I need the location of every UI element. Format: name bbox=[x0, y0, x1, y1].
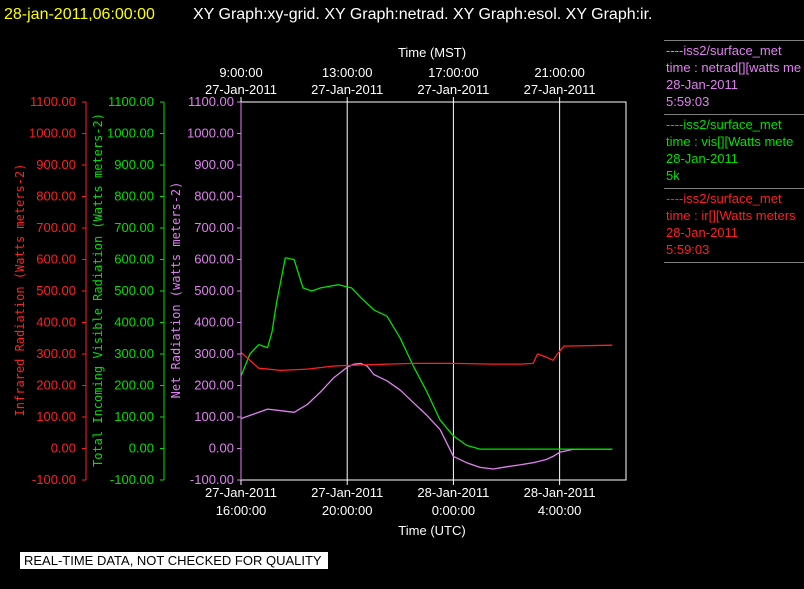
grid-lines bbox=[346, 102, 561, 480]
quality-note: REAL-TIME DATA, NOT CHECKED FOR QUALITY bbox=[20, 552, 328, 569]
y-tick-label-vis: 700.00 bbox=[114, 220, 154, 235]
y-tick-label-vis: 300.00 bbox=[114, 346, 154, 361]
top-tick-label-time: 13:00:00 bbox=[322, 65, 373, 80]
y-tick-label-net: 0.00 bbox=[209, 441, 234, 456]
y-tick-label-vis: 800.00 bbox=[114, 189, 154, 204]
legend-text-net: 28-Jan-2011 bbox=[666, 77, 738, 92]
y-tick-label-vis: -100.00 bbox=[110, 472, 154, 487]
chart-header: 28-jan-2011,06:00:00 XY Graph:xy-grid. X… bbox=[4, 6, 653, 23]
net-axis-label: Net Radiation (watts meters-2) bbox=[169, 182, 183, 399]
y-tick-label-ir: 1000.00 bbox=[29, 126, 76, 141]
top-tick-label-date: 27-Jan-2011 bbox=[311, 82, 383, 97]
top-tick-label-date: 27-Jan-2011 bbox=[417, 82, 489, 97]
x-tick-label-time: 4:00:00 bbox=[538, 503, 581, 518]
top-axis-label: Time (MST) bbox=[398, 45, 466, 60]
legend-text-ir: ----iss2/surface_met bbox=[666, 191, 782, 206]
x-tick-label-time: 20:00:00 bbox=[322, 503, 373, 518]
timestamp-title: 28-jan-2011,06:00:00 bbox=[4, 6, 155, 23]
series-line-vis bbox=[240, 257, 613, 450]
y-tick-label-ir: 800.00 bbox=[36, 189, 76, 204]
y-tick-label-vis: 500.00 bbox=[114, 283, 154, 298]
y-tick-label-net: 800.00 bbox=[194, 189, 234, 204]
y-tick-label-ir: 300.00 bbox=[36, 346, 76, 361]
y-tick-label-vis: 200.00 bbox=[114, 378, 154, 393]
top-tick-label-time: 17:00:00 bbox=[428, 65, 479, 80]
x-tick-label-date: 27-Jan-2011 bbox=[311, 485, 383, 500]
series-line-ir bbox=[240, 344, 613, 372]
ir-axis-label: Infrared Radiation (Watts meters-2) bbox=[13, 164, 27, 417]
y-tick-label-net: 400.00 bbox=[194, 315, 234, 330]
y-tick-label-net: 600.00 bbox=[194, 252, 234, 267]
y-tick-label-vis: 900.00 bbox=[114, 157, 154, 172]
y-tick-label-ir: 600.00 bbox=[36, 252, 76, 267]
legend-text-vis: ----iss2/surface_met bbox=[666, 117, 782, 132]
y-tick-label-ir: 400.00 bbox=[36, 315, 76, 330]
y-tick-label-net: 100.00 bbox=[194, 409, 234, 424]
y-tick-label-ir: 700.00 bbox=[36, 220, 76, 235]
vis-axis-label: Total Incoming Visible Radiation (Watts … bbox=[91, 113, 105, 467]
legend-text-net: ----iss2/surface_met bbox=[666, 43, 782, 58]
legend-text-ir: time : ir[][Watts meters bbox=[666, 208, 796, 223]
data-series bbox=[240, 257, 613, 470]
graph-titles: XY Graph:xy-grid. XY Graph:netrad. XY Gr… bbox=[193, 6, 653, 23]
legend-text-ir: 28-Jan-2011 bbox=[666, 225, 738, 240]
y-tick-label-net: 700.00 bbox=[194, 220, 234, 235]
y-tick-label-net: 900.00 bbox=[194, 157, 234, 172]
y-tick-label-ir: 900.00 bbox=[36, 157, 76, 172]
y-tick-label-net: 500.00 bbox=[194, 283, 234, 298]
y-tick-label-net: -100.00 bbox=[190, 472, 234, 487]
y-tick-label-net: 1000.00 bbox=[187, 126, 234, 141]
axes: 1100.00 1000.00 900.00 800.00 700.00 600.00 50… bbox=[29, 65, 596, 518]
y-tick-label-vis: 400.00 bbox=[114, 315, 154, 330]
y-tick-label-ir: 200.00 bbox=[36, 378, 76, 393]
legend-text-net: time : netrad[][watts me bbox=[666, 60, 801, 75]
top-tick-label-date: 27-Jan-2011 bbox=[205, 82, 277, 97]
y-tick-label-vis: 1000.00 bbox=[107, 126, 154, 141]
y-tick-label-net: 200.00 bbox=[194, 378, 234, 393]
y-tick-label-ir: -100.00 bbox=[32, 472, 76, 487]
x-tick-label-time: 0:00:00 bbox=[432, 503, 475, 518]
y-tick-label-vis: 0.00 bbox=[129, 441, 154, 456]
x-tick-label-date: 28-Jan-2011 bbox=[524, 485, 596, 500]
y-tick-label-vis: 600.00 bbox=[114, 252, 154, 267]
legend-text-vis: 28-Jan-2011 bbox=[666, 151, 738, 166]
top-tick-label-time: 21:00:00 bbox=[534, 65, 585, 80]
x-tick-label-date: 27-Jan-2011 bbox=[205, 485, 277, 500]
legend-text-vis: 5k bbox=[666, 168, 680, 183]
y-tick-label-ir: 500.00 bbox=[36, 283, 76, 298]
top-tick-label-time: 9:00:00 bbox=[219, 65, 262, 80]
y-tick-label-net: 1100.00 bbox=[188, 94, 234, 109]
y-tick-label-vis: 100.00 bbox=[114, 409, 154, 424]
y-tick-label-ir: 1100.00 bbox=[30, 94, 76, 109]
x-tick-label-date: 28-Jan-2011 bbox=[417, 485, 489, 500]
y-tick-label-net: 300.00 bbox=[194, 346, 234, 361]
series-line-net bbox=[240, 362, 613, 470]
y-tick-label-ir: 0.00 bbox=[51, 441, 76, 456]
x-tick-label-time: 16:00:00 bbox=[216, 503, 267, 518]
y-tick-label-ir: 100.00 bbox=[36, 409, 76, 424]
y-tick-label-vis: 1100.00 bbox=[108, 94, 154, 109]
bottom-axis-label: Time (UTC) bbox=[398, 523, 465, 538]
legend-text-ir: 5:59:03 bbox=[666, 242, 709, 257]
legend-text-net: 5:59:03 bbox=[666, 94, 709, 109]
legend-text-vis: time : vis[][Watts mete bbox=[666, 134, 793, 149]
top-tick-label-date: 27-Jan-2011 bbox=[524, 82, 596, 97]
